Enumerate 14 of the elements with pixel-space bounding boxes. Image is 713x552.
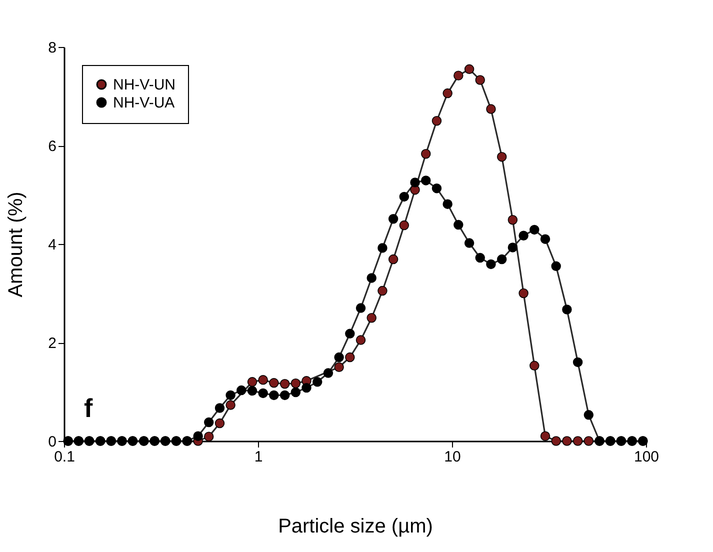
- legend-label: NH-V-UA: [113, 94, 175, 112]
- y-tick-label: 2: [48, 335, 56, 352]
- y-tick-label: 4: [48, 236, 56, 254]
- x-tick-label: 1: [254, 448, 263, 466]
- x-axis-title: Particle size (µm): [278, 516, 433, 538]
- annotation: f: [84, 393, 93, 423]
- x-tick-label: 100: [634, 448, 660, 466]
- y-tick-label: 0: [48, 434, 56, 450]
- y-tick-label: 8: [48, 40, 56, 56]
- legend-label: NH-V-UN: [113, 76, 176, 94]
- y-tick-label: 6: [48, 138, 56, 155]
- y-axis-title: Amount (%): [5, 192, 28, 298]
- x-tick-label: 10: [444, 448, 461, 466]
- x-tick-label: 0.1: [54, 448, 75, 466]
